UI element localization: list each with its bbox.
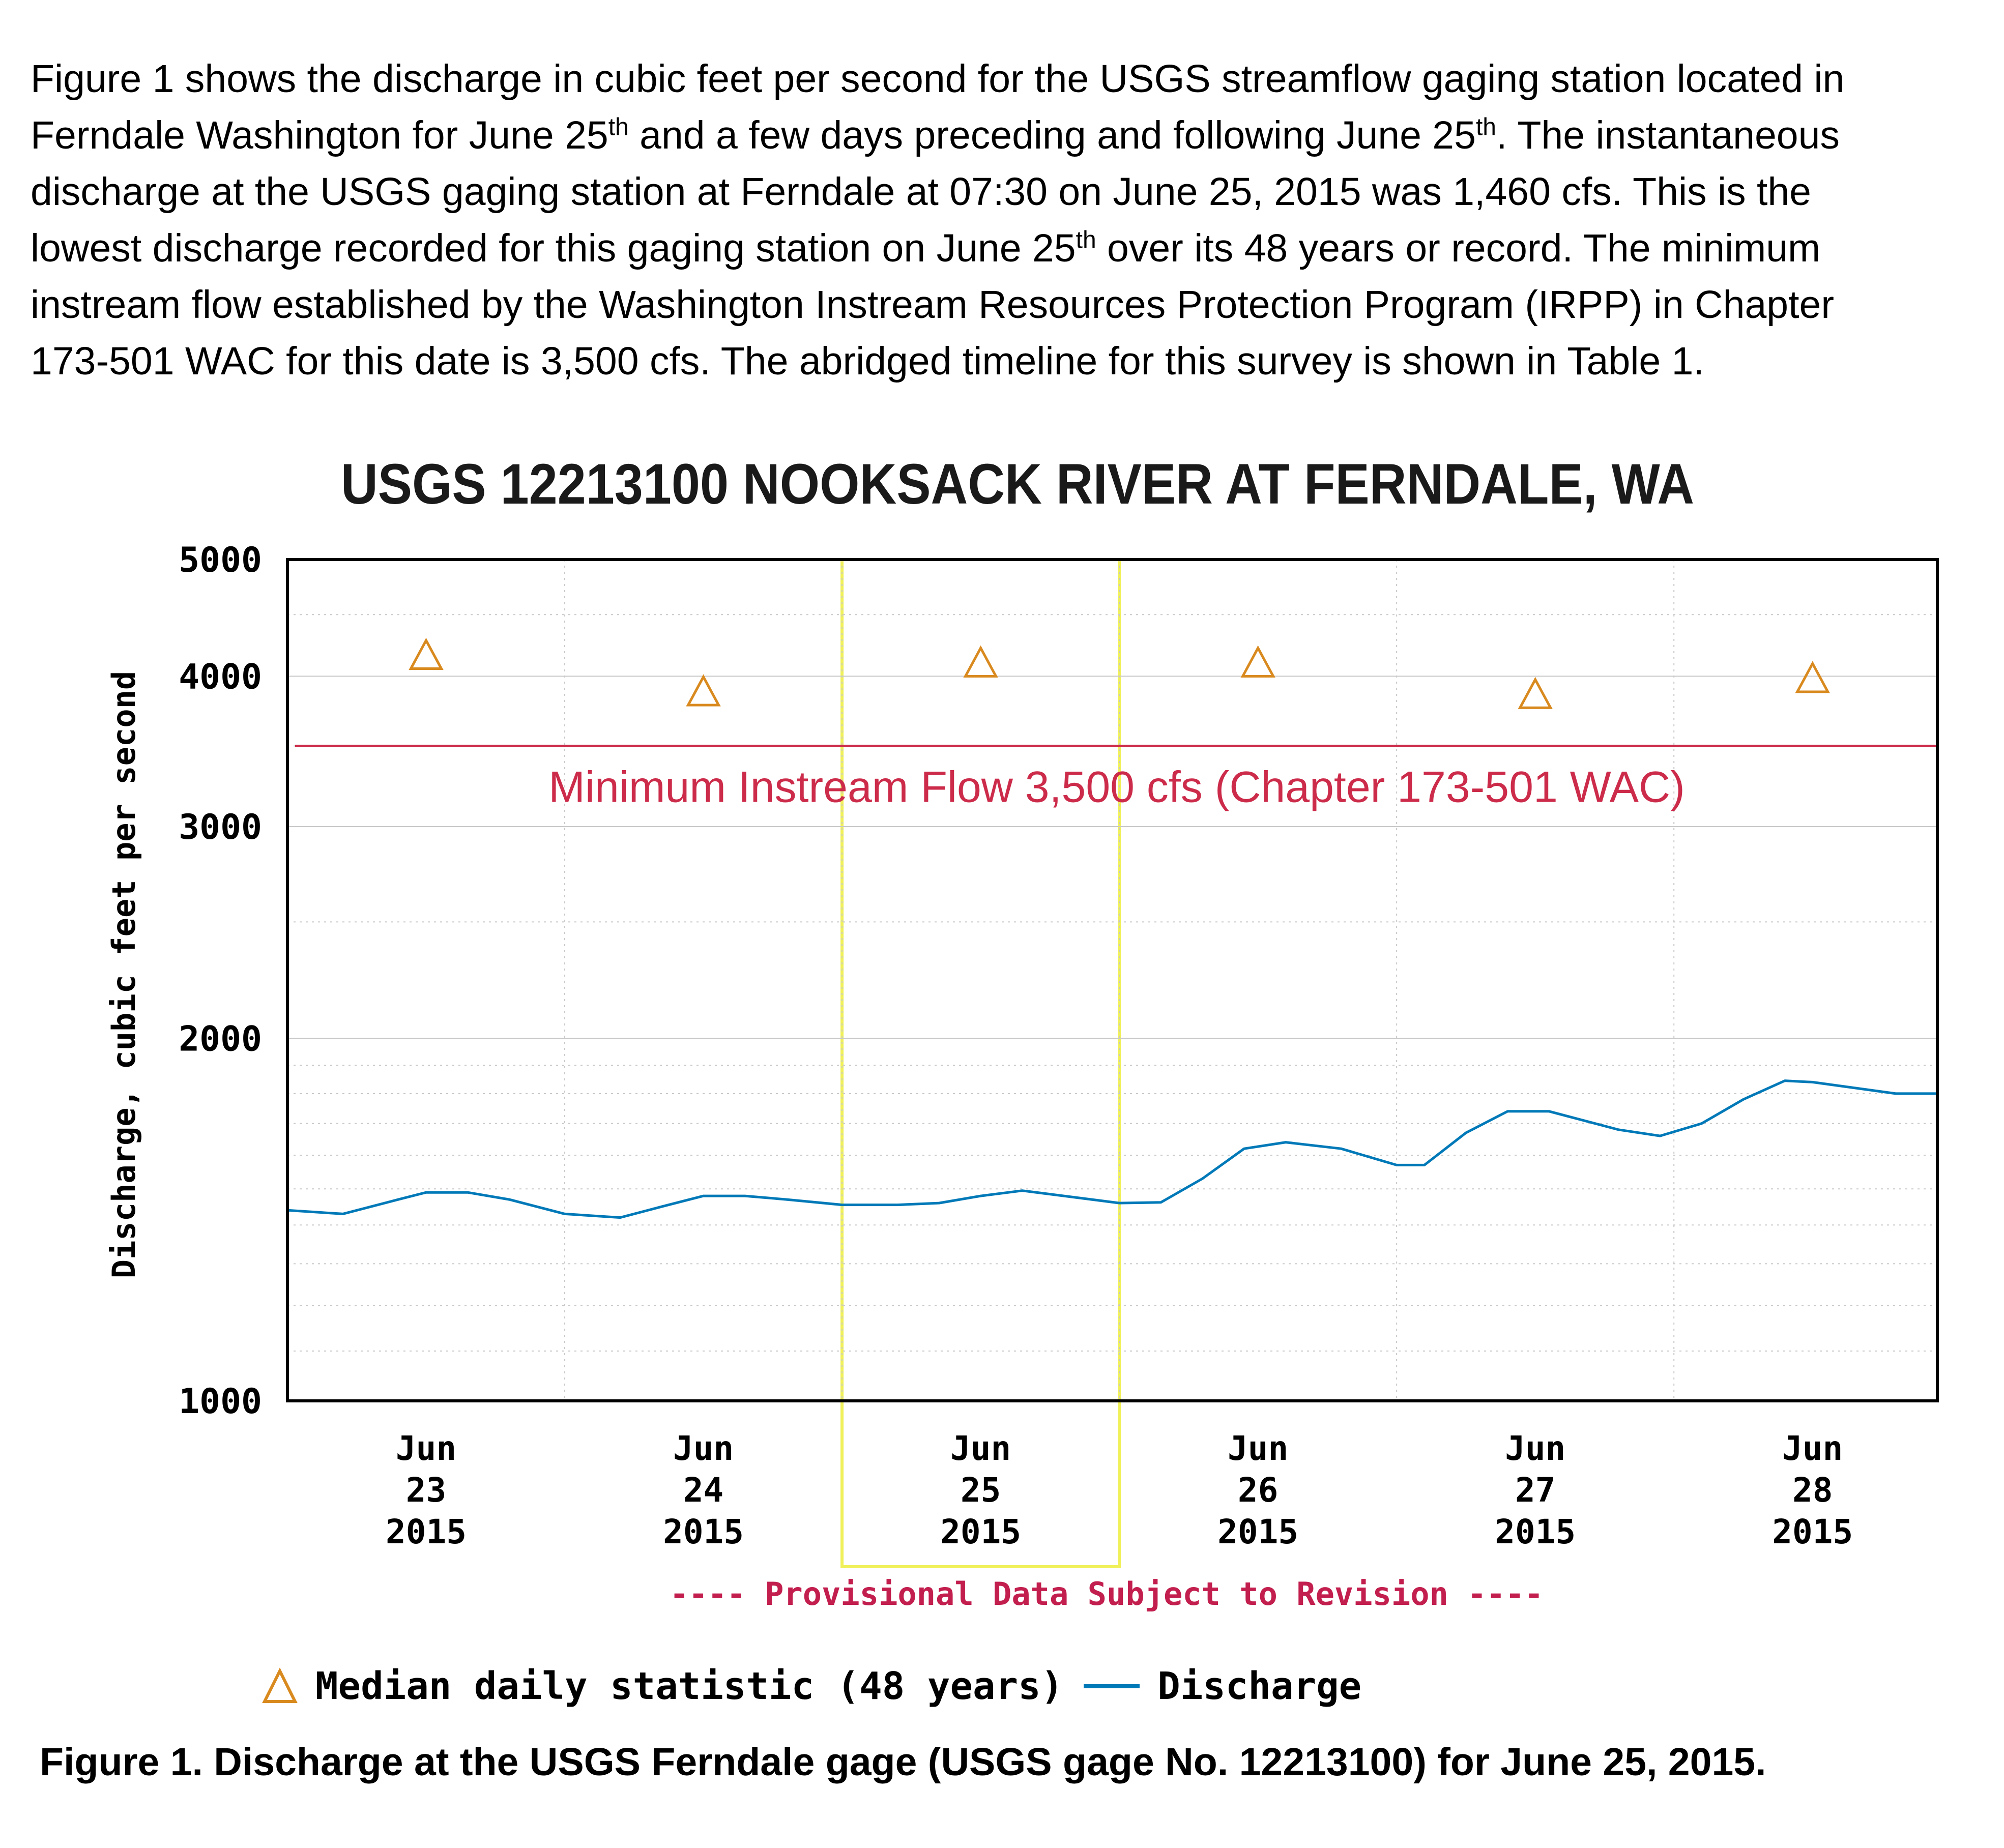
minimum-instream-flow-label: Minimum Instream Flow 3,500 cfs (Chapter… [548,763,1685,812]
intro-line-4: lowest discharge recorded for this gagin… [31,220,1984,277]
intro-line-5: instream flow established by the Washing… [31,283,1834,327]
y-tick-label: 3000 [179,807,262,847]
intro-line-1: Figure 1 shows the discharge in cubic fe… [31,57,1845,101]
superscript-th: th [1475,113,1496,141]
median-point [1240,645,1275,678]
x-tick-day: 23 [406,1471,446,1510]
superscript-th: th [608,113,629,141]
median-triangle-icon [262,1667,298,1703]
median-point [1795,661,1830,693]
x-tick-month: Jun [950,1429,1011,1468]
median-point [409,637,444,670]
highlight-june-25-box [840,558,1121,1568]
y-tick-label: 1000 [179,1382,262,1422]
x-tick-month: Jun [1505,1429,1565,1468]
intro-line-6: 173-501 WAC for this date is 3,500 cfs. … [31,339,1704,383]
x-tick-year: 2015 [1772,1512,1853,1551]
intro-paragraph: Figure 1 shows the discharge in cubic fe… [31,51,1984,390]
median-point [686,674,721,707]
x-tick-year: 2015 [386,1512,467,1551]
x-tick-month: Jun [673,1429,734,1468]
x-tick-month: Jun [1228,1429,1288,1468]
y-axis-label: Discharge, cubic feet per second [105,671,142,1278]
intro-line-4a: lowest discharge recorded for this gagin… [31,226,1076,270]
x-tick-month: Jun [396,1429,456,1468]
y-tick-label: 4000 [179,657,262,697]
x-tick-day: 26 [1238,1471,1278,1510]
x-tick-year: 2015 [1495,1512,1576,1551]
discharge-chart: USGS 12213100 NOOKSACK RIVER AT FERNDALE… [105,452,1939,1612]
intro-line-4b: over its 48 years or record. The minimum [1096,226,1821,270]
intro-line-2b: and a few days preceding and following J… [628,113,1476,157]
intro-line-2: Ferndale Washington for June 25th and a … [31,107,1984,164]
chart-legend: Median daily statistic (48 years) Discha… [259,1661,1361,1712]
intro-line-3: discharge at the USGS gaging station at … [31,170,1812,214]
x-tick-day: 24 [683,1471,723,1510]
x-tick-day: 28 [1792,1471,1833,1510]
legend-median-label: Median daily statistic (48 years) [315,1664,1064,1708]
discharge-line-swatch [1084,1684,1140,1688]
legend-discharge-label: Discharge [1157,1664,1362,1708]
figure-caption: Figure 1. Discharge at the USGS Ferndale… [40,1740,1766,1784]
x-tick-month: Jun [1782,1429,1843,1468]
y-tick-label: 2000 [179,1019,262,1060]
intro-line-2a: Ferndale Washington for June 25 [31,113,608,157]
x-tick-day: 27 [1515,1471,1555,1510]
x-tick-day: 25 [961,1471,1001,1510]
provisional-data-note: ---- Provisional Data Subject to Revisio… [670,1575,1543,1612]
x-tick-year: 2015 [663,1512,744,1551]
median-point [963,645,998,678]
x-tick-year: 2015 [1217,1512,1298,1551]
superscript-th: th [1076,226,1096,254]
x-tick-year: 2015 [940,1512,1021,1551]
median-point [1518,677,1553,709]
chart-title: USGS 12213100 NOOKSACK RIVER AT FERNDALE… [341,452,1694,516]
intro-line-2c: . The instantaneous [1496,113,1840,157]
plot-frame [286,558,1939,1402]
y-tick-label: 5000 [179,540,262,580]
discharge-line [287,1079,1937,1219]
